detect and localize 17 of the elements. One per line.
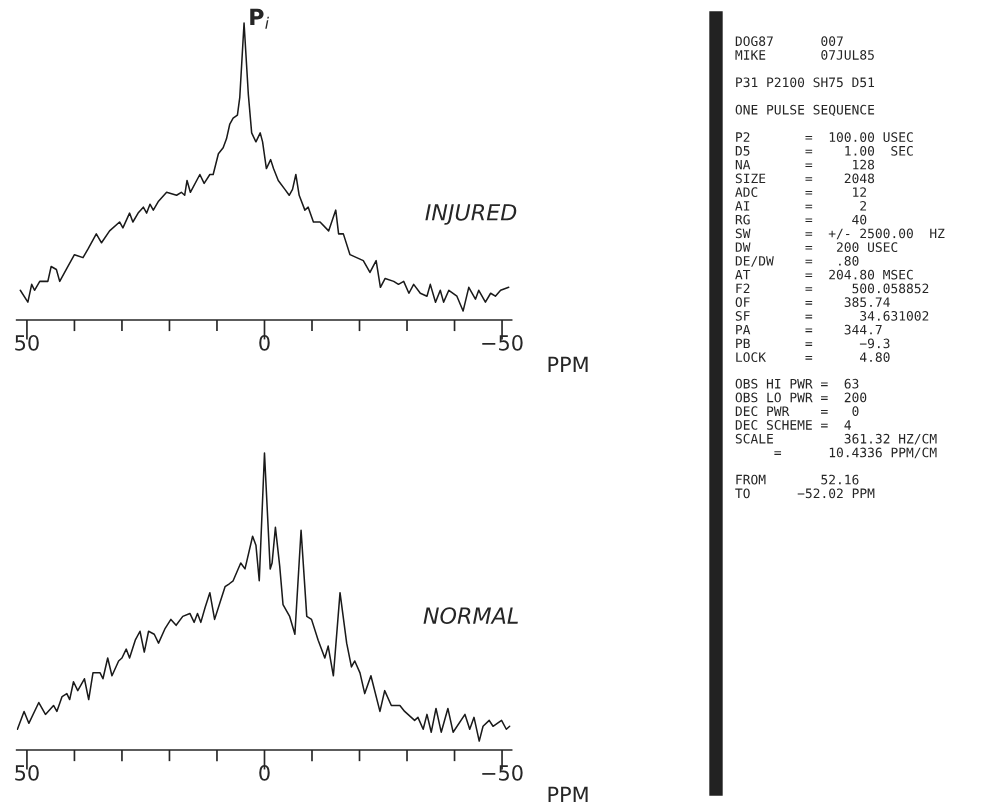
text: NORMAL [423, 607, 518, 624]
text: ONE PULSE SEQUENCE [735, 104, 875, 117]
x-tick-label: 50 [15, 334, 39, 351]
x-tick-label: −50 [482, 334, 523, 351]
text: P2 = 100.00 USEC D5 = 1.00 SEC NA = 128 SIZE = 2048 ADC = 12 AI = 2 RG = 40 SW = +/- 2500.00 HZ DW = 200 USEC DE/DW = .80 AT = 204.80 MSEC F2 = 500.058852 OF = 385.74 SF = 34.631002 PA = 344.7 PB = −9.3 LOCK = 4.80 [735, 132, 945, 363]
text: FROM 52.16 TO −52.02 PPM [735, 474, 875, 499]
text: P31 P2100 SH75 D51 [736, 77, 875, 88]
x-tick-label: −50 [482, 764, 523, 781]
text: OBS HI PWR = 63 OBS LO PWR = 200 DEC PWR = 0 DEC SCHEME = 4 SCALE 361.32 HZ/CM = 10.4336 PPM/CM [735, 378, 937, 459]
x-tick-label: 0 [259, 334, 270, 351]
x-axis-title: PPM [548, 786, 588, 803]
annotation: P$_{i}$ [250, 8, 269, 29]
text: INJURED [425, 204, 517, 225]
x-tick-label: 50 [15, 764, 39, 781]
x-axis-title: PPM [548, 356, 588, 372]
x-tick-label: 0 [259, 764, 270, 781]
text: DOG87 007 MIKE 07JUL85 [735, 36, 874, 60]
